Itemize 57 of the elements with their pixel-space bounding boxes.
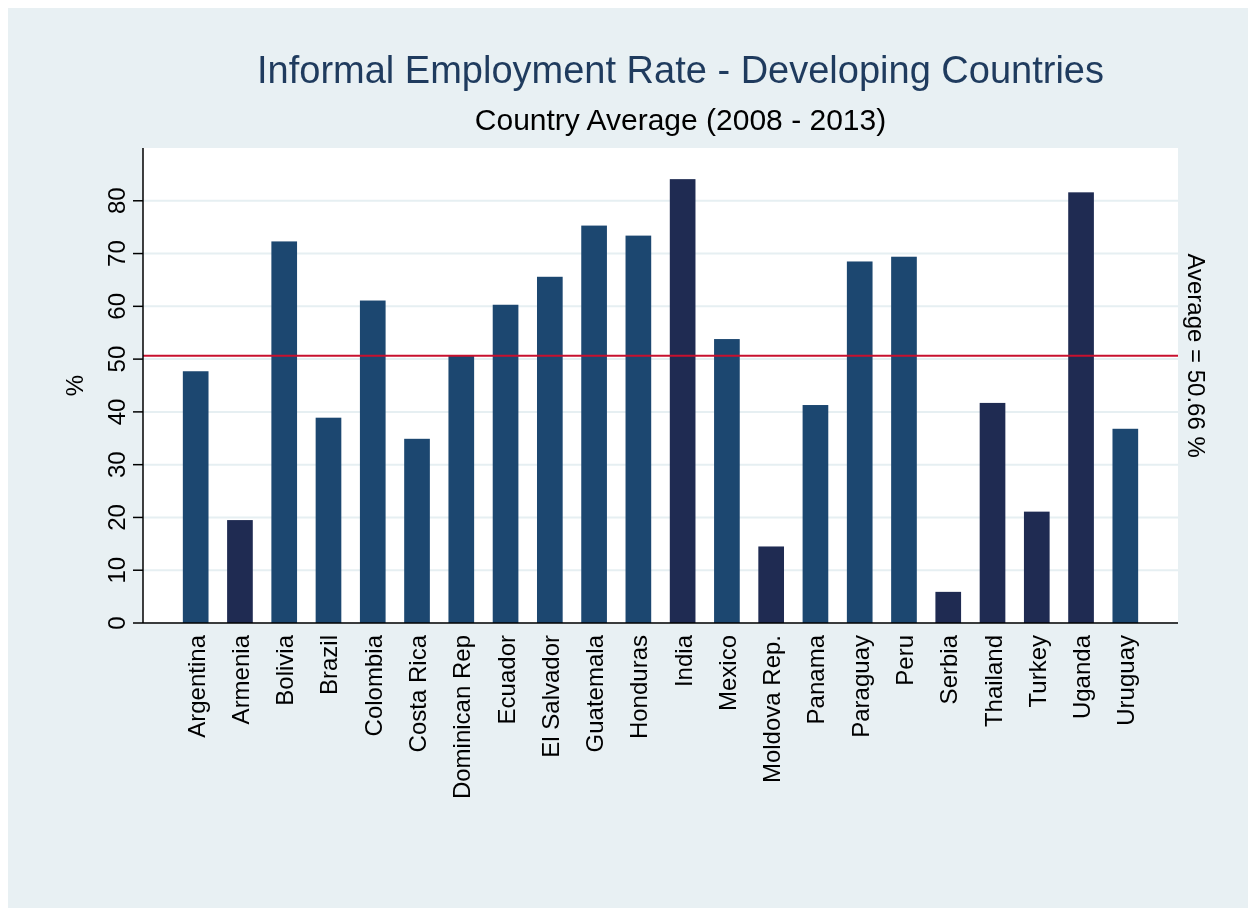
chart-subtitle: Country Average (2008 - 2013): [474, 103, 887, 136]
bar: [1023, 511, 1050, 623]
y-tick-label: 10: [103, 556, 130, 584]
y-tick-label: 60: [103, 292, 130, 320]
y-tick-label: 30: [103, 451, 130, 479]
bar: [581, 225, 607, 623]
bar: [182, 371, 209, 623]
bar: [492, 304, 519, 623]
x-tick-label: Paraguay: [846, 635, 874, 738]
bar: [979, 402, 1006, 623]
bar: [714, 339, 740, 623]
bar: [669, 179, 696, 623]
x-tick-label: Ecuador: [492, 634, 520, 725]
bar: [935, 591, 962, 623]
bar: [359, 300, 386, 623]
y-tick-label: 70: [103, 240, 130, 267]
bar: [625, 235, 652, 623]
bar: [315, 417, 342, 623]
chart-title: Informal Employment Rate - Developing Countries: [257, 49, 1104, 91]
x-tick-label: Turkey: [1023, 635, 1051, 708]
x-tick-label: Dominican Rep: [448, 635, 476, 800]
y-axis-title: %: [61, 374, 88, 397]
x-tick-label: Bolivia: [271, 634, 299, 706]
x-tick-label: Argentina: [182, 634, 210, 738]
x-tick-label: Costa Rica: [404, 634, 432, 753]
bar: [891, 256, 917, 623]
bar: [1068, 192, 1094, 623]
x-tick-label: Uganda: [1068, 634, 1096, 720]
x-tick-label: Brazil: [315, 635, 343, 696]
x-tick-label: Serbia: [935, 634, 963, 705]
y-tick-label: 20: [103, 504, 130, 531]
bar: [271, 241, 298, 623]
bar: [404, 438, 430, 623]
bar: [1112, 428, 1139, 623]
bar: [227, 520, 253, 623]
x-tick-label: India: [669, 634, 697, 688]
y-tick-label: 0: [103, 616, 130, 630]
x-tick-label: Armenia: [226, 634, 254, 725]
x-tick-label: Colombia: [359, 634, 387, 737]
y-tick-label: 50: [103, 345, 130, 373]
bar: [448, 355, 475, 623]
x-tick-label: Guatemala: [581, 634, 609, 753]
x-tick-label: Peru: [890, 635, 918, 686]
y-tick-label: 40: [103, 398, 130, 426]
x-tick-label: Mexico: [713, 635, 741, 712]
bar: [802, 405, 829, 623]
ref-line-label: Average = 50.66 %: [1183, 253, 1210, 458]
bar: [846, 261, 873, 623]
y-tick-label: 80: [103, 187, 130, 215]
x-tick-label: Uruguay: [1112, 635, 1140, 726]
x-tick-label: Moldova Rep.: [758, 635, 786, 784]
x-tick-label: Honduras: [625, 635, 653, 740]
x-tick-label: El Salvador: [536, 635, 564, 758]
bar: [758, 546, 785, 623]
x-tick-label: Panama: [802, 634, 830, 725]
bar: [536, 276, 563, 623]
x-tick-label: Thailand: [979, 635, 1007, 728]
